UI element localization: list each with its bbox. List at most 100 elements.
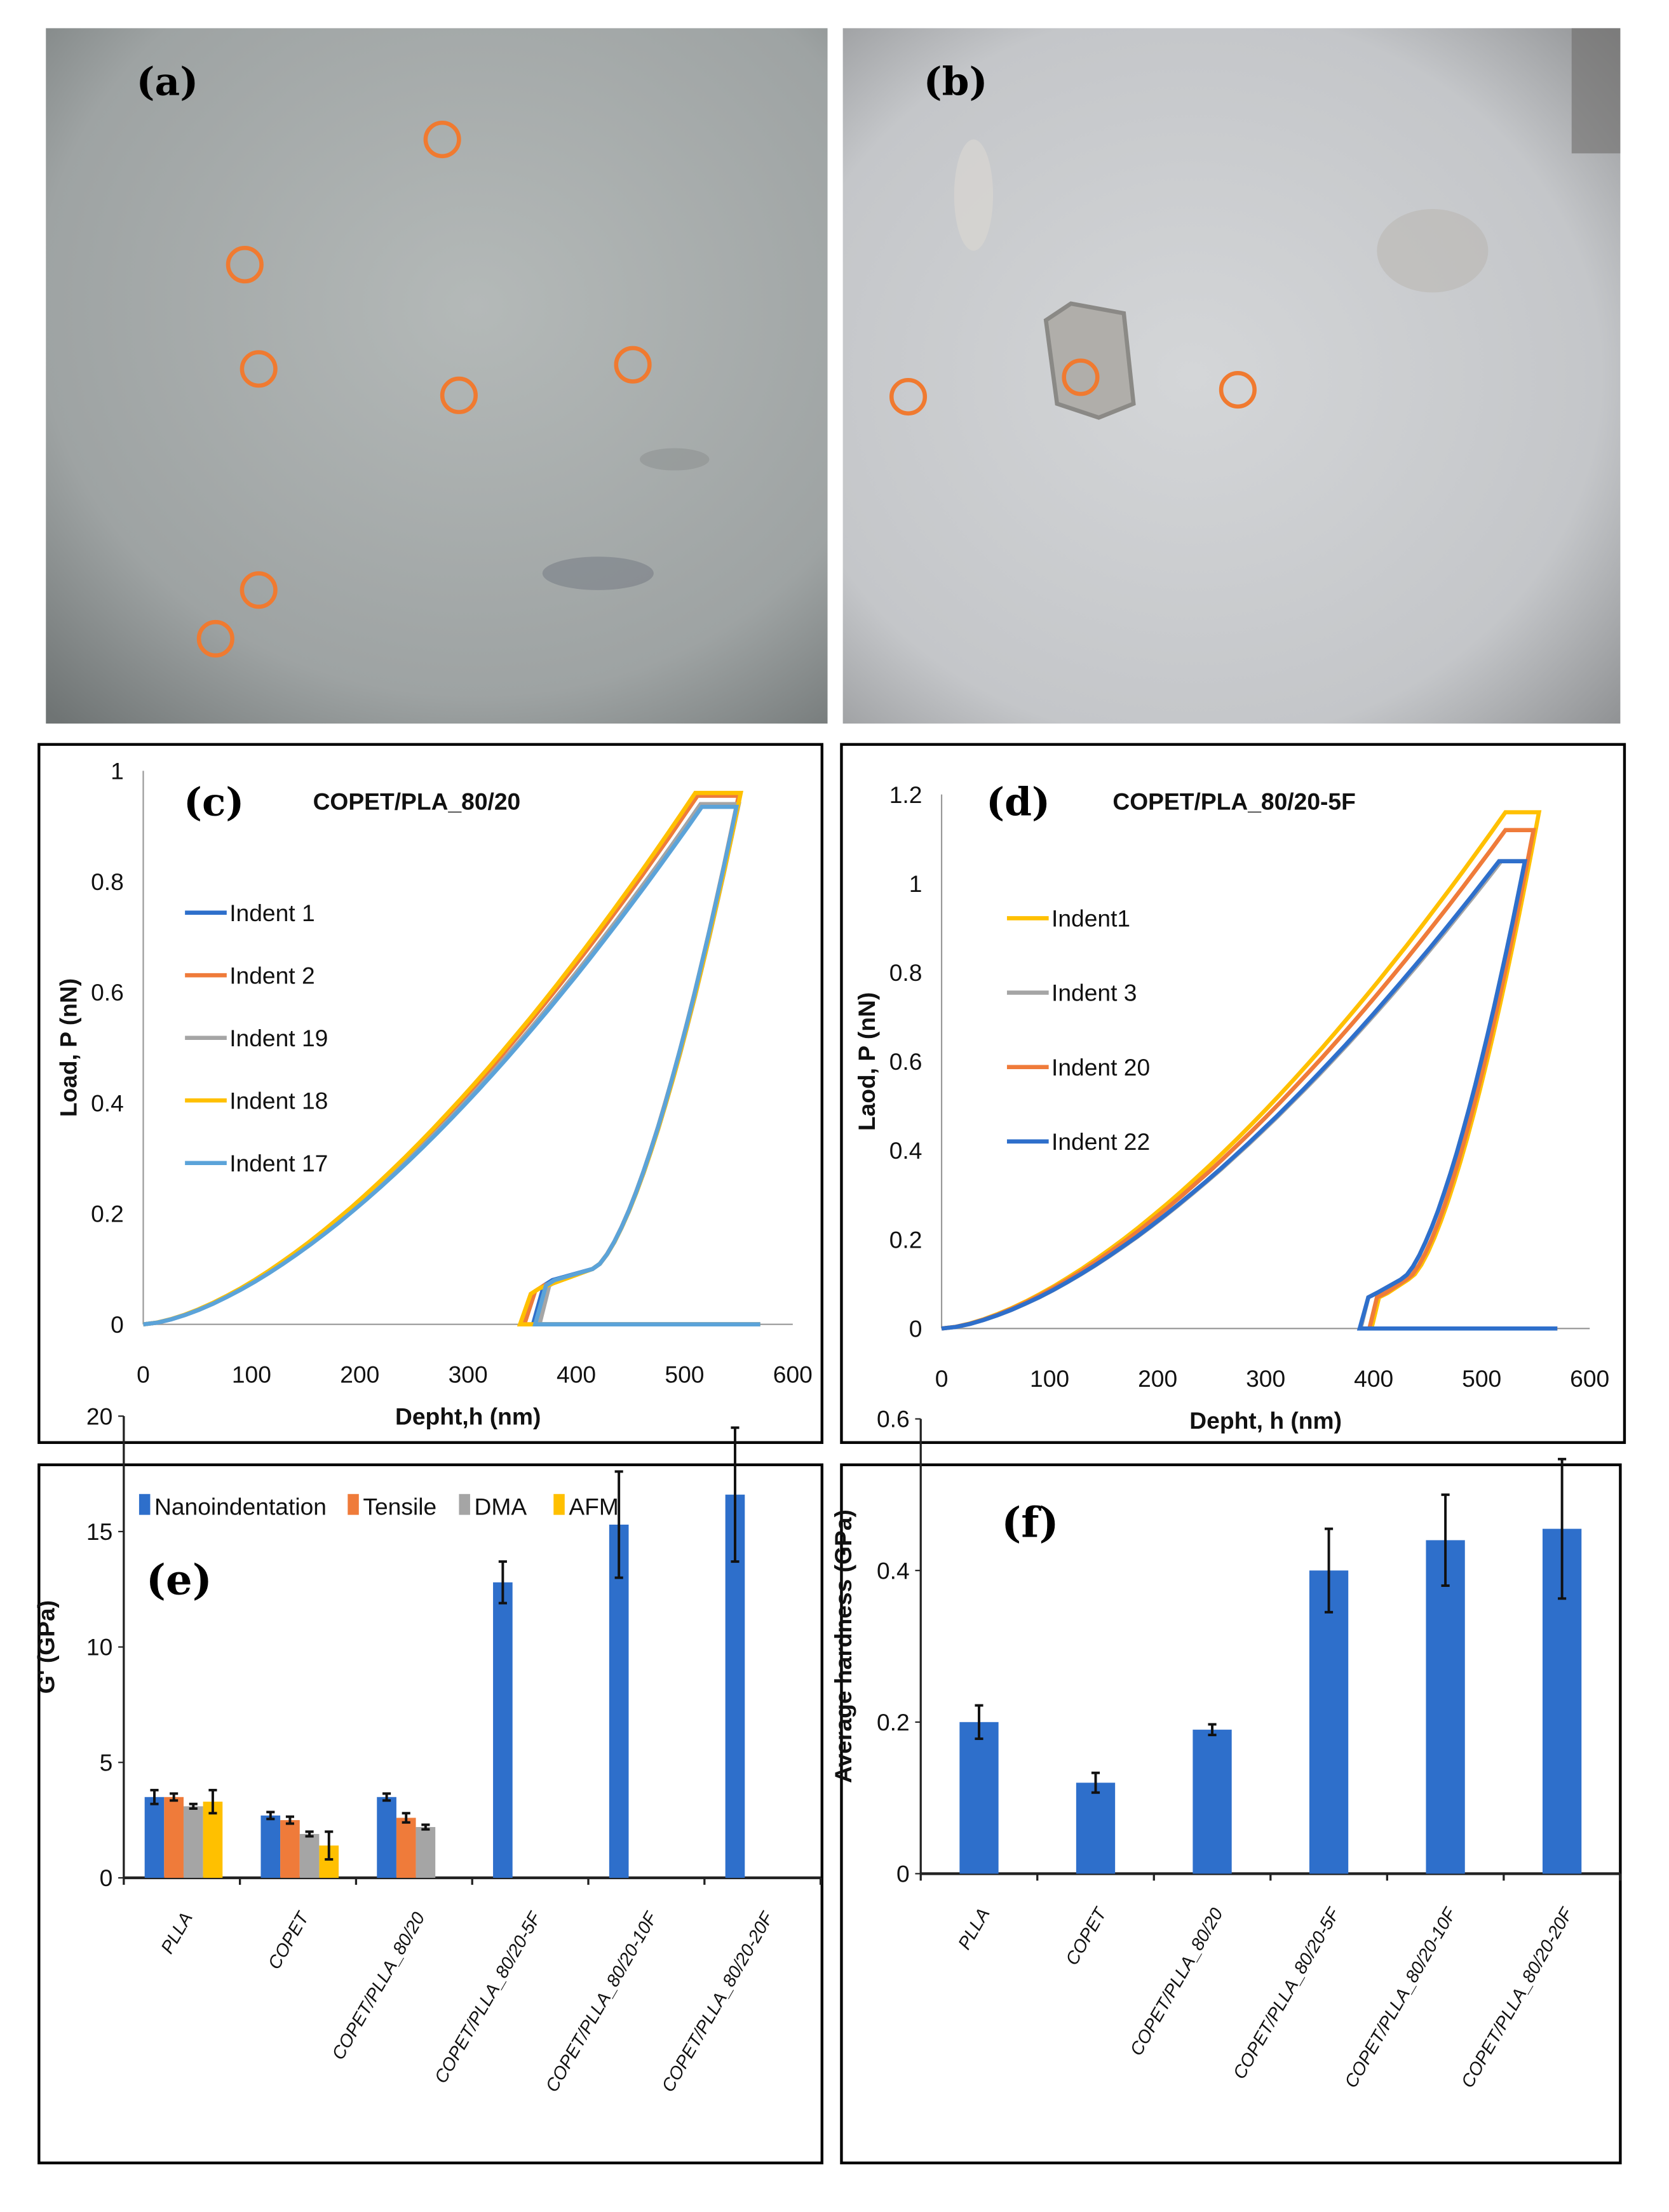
series-line-indent-2: [143, 793, 760, 1326]
series-line-indent-20: [941, 828, 1558, 1331]
x-category-label: PLLA: [157, 1909, 197, 1957]
legend-label: Tensile: [363, 1494, 436, 1520]
panel-label: (c): [184, 779, 244, 825]
x-category-label: PLLA: [954, 1905, 994, 1953]
legend-label: DMA: [475, 1494, 527, 1520]
error-bar: [1441, 1493, 1450, 1588]
x-tick-label: 500: [665, 1361, 704, 1388]
y-tick-label: 0: [100, 1865, 113, 1891]
legend-label: Indent 2: [229, 962, 314, 988]
series-line-indent-3: [941, 859, 1558, 1331]
y-axis-title: Laod, P (nN): [853, 992, 880, 1131]
error-bar: [1091, 1771, 1100, 1794]
error-bar: [208, 1788, 217, 1815]
x-tick-label: 300: [449, 1361, 488, 1388]
micrograph-a: (a): [46, 28, 828, 724]
micrograph-b: (b): [842, 28, 1621, 724]
x-tick-label: 200: [340, 1361, 379, 1388]
series-line-indent-18: [143, 790, 760, 1326]
bar-nanoindentation: [493, 1582, 513, 1878]
bar-nanoindentation: [377, 1797, 396, 1878]
x-tick-label: 100: [1030, 1365, 1069, 1392]
bar-average-hardness: [1193, 1729, 1232, 1874]
bar-average-hardness: [1309, 1570, 1349, 1874]
indent-circle: [1219, 371, 1257, 409]
bar-nanoindentation: [144, 1797, 165, 1878]
y-axis-title: Load, P (nN): [55, 978, 81, 1117]
legend-label: Indent 19: [229, 1025, 328, 1051]
error-bar: [1558, 1457, 1567, 1600]
bar-nanoindentation: [260, 1815, 281, 1878]
x-tick-label: 400: [557, 1361, 596, 1388]
x-tick-label: 400: [1354, 1365, 1393, 1392]
bar-dma: [416, 1827, 436, 1878]
bar-nanoindentation: [609, 1524, 629, 1878]
error-bar: [1208, 1723, 1217, 1737]
legend-swatch: [139, 1494, 151, 1515]
legend-label: Indent 17: [229, 1150, 328, 1177]
x-category-label: COPET/PLLA_80/20: [328, 1909, 429, 2063]
bar-average-hardness: [1076, 1783, 1116, 1874]
panel-label-b: (b): [924, 58, 988, 104]
legend-label: Indent 3: [1051, 980, 1137, 1006]
indent-circle: [440, 376, 478, 414]
y-tick-label: 5: [100, 1749, 113, 1776]
indent-circle: [196, 619, 234, 658]
x-tick-label: 100: [232, 1361, 271, 1388]
modulus-bar-chart-e: 0 5 10 15 20 G' (GPa) (e) PLLA COPET COPET/PLLA_8…: [32, 1403, 822, 2096]
x-tick-label: 0: [137, 1361, 150, 1388]
y-tick-label: 0: [111, 1311, 124, 1338]
y-tick-label: 15: [86, 1518, 112, 1545]
panel-f-frame: [840, 1463, 1622, 2164]
series-line-indent-1: [143, 802, 760, 1326]
indent-circle: [226, 246, 264, 284]
y-tick-label: 20: [86, 1403, 112, 1429]
legend-swatch: [459, 1494, 470, 1515]
panel-c-frame: [37, 743, 823, 1444]
bar-tensile: [164, 1797, 184, 1878]
x-axis-title: Depht,h (nm): [395, 1403, 541, 1429]
y-tick-label: 0.2: [91, 1201, 124, 1227]
x-category-label: COPET/PLLA_80/20-10F: [542, 1908, 662, 2095]
indent-circle: [240, 571, 278, 609]
y-tick-label: 0.2: [877, 1709, 910, 1736]
error-bar: [614, 1470, 623, 1579]
x-tick-label: 600: [773, 1361, 813, 1388]
indent-circle: [1062, 358, 1100, 396]
bar-tensile: [396, 1817, 416, 1878]
load-depth-chart-c: 0 100 200 300 400 500 600 0 0.2 0.4 0.6 0.8 1 Depht,h…: [55, 758, 812, 1430]
y-tick-label: 1: [111, 758, 124, 785]
bar-average-hardness: [959, 1722, 999, 1874]
bar-average-hardness: [1426, 1540, 1465, 1874]
panel-e-frame: [37, 1463, 823, 2164]
x-category-label: COPET/PLLA_80/20-20F: [658, 1908, 778, 2095]
indent-circle: [423, 120, 461, 159]
legend-label: Indent 18: [229, 1087, 328, 1114]
error-bar: [731, 1426, 740, 1563]
panel-label: (f): [1001, 1499, 1058, 1548]
error-bar: [150, 1788, 159, 1805]
indent-markers-a: [196, 120, 652, 658]
error-bar: [498, 1560, 507, 1605]
error-bar: [402, 1812, 410, 1824]
hardness-bar-chart-f: 0 0.2 0.4 0.6 Average hardness (GPa) (f) PLLA C…: [830, 1406, 1622, 2091]
y-tick-label: 0.4: [91, 1089, 124, 1116]
legend-label: Indent 1: [229, 900, 314, 926]
y-tick-label: 0.8: [889, 959, 922, 986]
error-bar: [382, 1792, 391, 1802]
y-tick-label: 0.4: [889, 1137, 922, 1164]
panel-label: (d): [986, 779, 1050, 825]
x-category-label: COPET/PLLA_80/20-5F: [431, 1908, 546, 2087]
y-tick-label: 1.2: [889, 781, 922, 808]
y-tick-label: 10: [86, 1634, 112, 1661]
legend-label: Nanoindentation: [154, 1494, 327, 1520]
indent-markers-b: [889, 358, 1257, 416]
indent-circle: [614, 346, 652, 384]
series-line-indent-19: [143, 802, 760, 1326]
y-axis-title: Average hardness (GPa): [830, 1509, 856, 1783]
y-axis-title: G' (GPa): [32, 1600, 59, 1694]
legend-label: Indent 22: [1051, 1128, 1150, 1155]
y-tick-label: 0.6: [877, 1406, 910, 1433]
x-tick-label: 0: [935, 1365, 949, 1392]
y-tick-label: 0.2: [889, 1226, 922, 1253]
